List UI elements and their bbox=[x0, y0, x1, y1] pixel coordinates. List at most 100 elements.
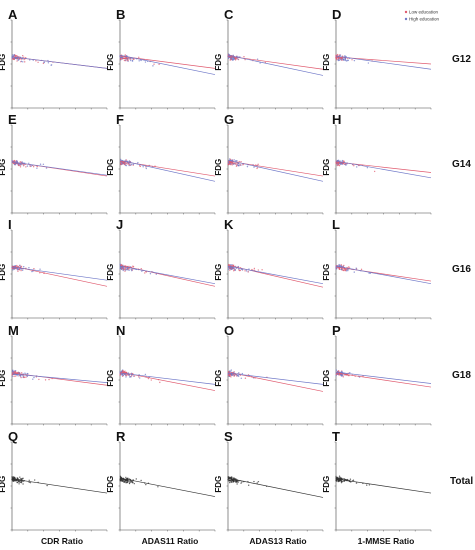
point-r-88 bbox=[130, 480, 132, 482]
point-s-41 bbox=[236, 483, 238, 485]
point-b-85 bbox=[125, 57, 127, 59]
fit-line-m-1 bbox=[11, 373, 108, 383]
fit-line-o-1 bbox=[227, 372, 324, 385]
point-i-69 bbox=[18, 268, 21, 271]
point-c-56 bbox=[233, 58, 236, 60]
legend-marker-high bbox=[404, 17, 408, 21]
row-label-total: Total bbox=[450, 476, 473, 487]
ylabel-q: FDG bbox=[0, 476, 7, 493]
point-a-88 bbox=[12, 54, 14, 56]
point-g-87 bbox=[239, 164, 241, 166]
point-e-89 bbox=[18, 164, 20, 167]
point-r-70 bbox=[124, 481, 126, 483]
point-t-70 bbox=[339, 476, 341, 479]
point-q-59 bbox=[29, 481, 32, 484]
point-e-30 bbox=[11, 160, 13, 162]
point-a-79 bbox=[18, 56, 20, 58]
point-m-27 bbox=[44, 379, 47, 381]
ylabel-h: FDG bbox=[322, 159, 331, 176]
point-i-61 bbox=[20, 269, 22, 272]
panel-label-e: E bbox=[8, 112, 17, 127]
point-c-17 bbox=[229, 59, 231, 61]
point-b-77 bbox=[138, 56, 140, 58]
point-d-1 bbox=[351, 59, 353, 61]
point-l-85 bbox=[348, 266, 350, 268]
panel-label-k: K bbox=[224, 217, 234, 232]
point-g-50 bbox=[237, 164, 240, 167]
fit-line-k-1 bbox=[227, 265, 324, 285]
point-t-85 bbox=[341, 480, 343, 483]
point-b-76 bbox=[119, 56, 122, 59]
point-d-74 bbox=[338, 59, 341, 61]
point-r-22 bbox=[140, 479, 142, 482]
point-a-24 bbox=[47, 62, 50, 64]
panel-h: H FDG bbox=[322, 112, 432, 215]
point-m-5 bbox=[21, 372, 23, 374]
panel-label-t: T bbox=[332, 429, 340, 444]
point-i-0 bbox=[28, 267, 30, 269]
point-j-85 bbox=[121, 267, 124, 269]
panel-c: C FDG bbox=[214, 7, 324, 110]
point-g-68 bbox=[229, 163, 232, 165]
point-f-73 bbox=[124, 163, 126, 166]
point-e-86 bbox=[14, 163, 16, 166]
point-s-43 bbox=[253, 480, 255, 483]
point-q-77 bbox=[18, 480, 21, 483]
point-p-9 bbox=[342, 376, 344, 378]
point-b-82 bbox=[126, 58, 129, 60]
point-t-11 bbox=[335, 475, 337, 478]
point-r-72 bbox=[126, 481, 129, 484]
point-a-87 bbox=[13, 57, 15, 60]
point-j-86 bbox=[141, 270, 143, 272]
point-i-17 bbox=[17, 270, 19, 272]
point-p-85 bbox=[337, 370, 340, 372]
point-f-75 bbox=[139, 165, 141, 167]
panel-label-m: M bbox=[8, 323, 19, 338]
point-g-83 bbox=[228, 161, 231, 164]
point-a-78 bbox=[29, 59, 31, 61]
point-d-61 bbox=[337, 57, 339, 59]
point-f-81 bbox=[122, 162, 124, 164]
point-g-71 bbox=[227, 163, 229, 165]
point-j-58 bbox=[128, 269, 130, 271]
point-m-74 bbox=[12, 371, 15, 373]
point-f-70 bbox=[137, 161, 139, 164]
point-a-45 bbox=[37, 61, 39, 63]
point-t-35 bbox=[349, 478, 352, 480]
ylabel-d: FDG bbox=[322, 54, 331, 71]
point-o-89 bbox=[230, 376, 232, 378]
legend-marker-low bbox=[404, 10, 408, 14]
point-e-63 bbox=[25, 166, 27, 168]
point-r-71 bbox=[128, 478, 131, 480]
point-b-0 bbox=[138, 60, 140, 62]
row-label-g16: G16 bbox=[452, 264, 471, 275]
point-j-59 bbox=[127, 267, 130, 270]
point-p-32 bbox=[349, 371, 351, 374]
legend: Low education High education bbox=[404, 10, 440, 22]
point-l-88 bbox=[340, 268, 343, 271]
point-i-83 bbox=[39, 272, 41, 274]
point-g-38 bbox=[253, 166, 255, 168]
point-h-86 bbox=[339, 162, 341, 164]
point-m-25 bbox=[38, 378, 40, 381]
point-k-5 bbox=[261, 269, 263, 271]
point-m-54 bbox=[14, 370, 17, 372]
point-g-13 bbox=[231, 164, 233, 166]
point-m-76 bbox=[11, 371, 14, 373]
point-r-76 bbox=[127, 477, 129, 479]
point-n-62 bbox=[130, 376, 132, 378]
point-q-72 bbox=[13, 479, 15, 481]
point-g-39 bbox=[240, 161, 242, 163]
point-d-89 bbox=[338, 54, 341, 56]
point-k-83 bbox=[253, 267, 256, 270]
point-b-69 bbox=[123, 59, 126, 62]
fit-line-i-1 bbox=[11, 266, 108, 281]
point-a-33 bbox=[23, 56, 25, 59]
point-d-47 bbox=[335, 59, 338, 61]
ylabel-b: FDG bbox=[106, 54, 115, 71]
point-r-80 bbox=[128, 480, 130, 482]
point-a-58 bbox=[13, 54, 16, 56]
point-r-11 bbox=[145, 483, 147, 486]
point-a-80 bbox=[14, 57, 17, 59]
point-c-77 bbox=[230, 56, 232, 59]
